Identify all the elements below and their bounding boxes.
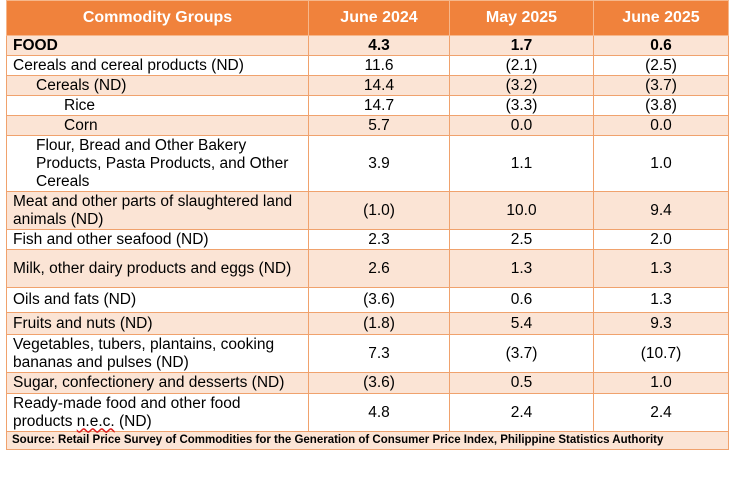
value-june-2025: 9.3 [593,312,729,335]
table-row: Oils and fats (ND) (3.6) 0.6 1.3 [6,287,729,313]
value-june-2025: (2.5) [593,55,729,76]
value-june-2025: (3.7) [593,75,729,96]
value-june-2024: 2.6 [308,249,450,288]
table-row: Vegetables, tubers, plantains, cooking b… [6,334,729,373]
value-june-2024: 3.9 [308,135,450,192]
value-june-2025: 9.4 [593,191,729,230]
table-row: Milk, other dairy products and eggs (ND)… [6,249,729,288]
table-row: Cereals and cereal products (ND) 11.6 (2… [6,55,729,76]
value-june-2024: 5.7 [308,115,450,136]
value-may-2025: 1.1 [449,135,594,192]
row-label: Meat and other parts of slaughtered land… [6,191,309,230]
row-label: Cereals and cereal products (ND) [6,55,309,76]
value-june-2024: 11.6 [308,55,450,76]
row-label: Ready-made food and other food products … [6,393,309,432]
table-row: FOOD 4.3 1.7 0.6 [6,35,729,56]
value-june-2024: 4.3 [308,35,450,56]
value-june-2025: 1.0 [593,372,729,394]
value-june-2025: 1.0 [593,135,729,192]
value-june-2024: 7.3 [308,334,450,373]
row-label: Rice [6,95,309,116]
value-may-2025: 10.0 [449,191,594,230]
value-june-2025: (10.7) [593,334,729,373]
header-june-2025: June 2025 [593,0,729,36]
value-june-2024: 14.7 [308,95,450,116]
row-label-part: Ready-made food and other food products [13,394,241,430]
row-label: Cereals (ND) [6,75,309,96]
table-row: Cereals (ND) 14.4 (3.2) (3.7) [6,75,729,96]
row-label: Milk, other dairy products and eggs (ND) [6,249,309,288]
table-row: Fruits and nuts (ND) (1.8) 5.4 9.3 [6,312,729,335]
value-june-2025: 0.6 [593,35,729,56]
table-header-row: Commodity Groups June 2024 May 2025 June… [6,0,729,36]
value-may-2025: (3.2) [449,75,594,96]
value-june-2025: (3.8) [593,95,729,116]
value-may-2025: 0.6 [449,287,594,313]
value-may-2025: (3.3) [449,95,594,116]
table-row: Sugar, confectionery and desserts (ND) (… [6,372,729,394]
row-label: Vegetables, tubers, plantains, cooking b… [6,334,309,373]
row-label: Fruits and nuts (ND) [6,312,309,335]
table-row: Corn 5.7 0.0 0.0 [6,115,729,136]
table-row: Ready-made food and other food products … [6,393,729,432]
value-june-2025: 2.4 [593,393,729,432]
value-may-2025: 1.7 [449,35,594,56]
row-label: Corn [6,115,309,136]
value-may-2025: 2.5 [449,229,594,250]
header-commodity-groups: Commodity Groups [6,0,309,36]
value-june-2025: 2.0 [593,229,729,250]
table-row: Rice 14.7 (3.3) (3.8) [6,95,729,116]
header-june-2024: June 2024 [308,0,450,36]
value-may-2025: 0.0 [449,115,594,136]
table-row: Flour, Bread and Other Bakery Products, … [6,135,729,192]
value-june-2025: 1.3 [593,287,729,313]
row-label: Flour, Bread and Other Bakery Products, … [6,135,309,192]
value-may-2025: 1.3 [449,249,594,288]
table-row: Fish and other seafood (ND) 2.3 2.5 2.0 [6,229,729,250]
row-label: Sugar, confectionery and desserts (ND) [6,372,309,394]
value-june-2024: 2.3 [308,229,450,250]
value-june-2025: 0.0 [593,115,729,136]
value-june-2024: 14.4 [308,75,450,96]
value-may-2025: 0.5 [449,372,594,394]
row-label: Fish and other seafood (ND) [6,229,309,250]
header-may-2025: May 2025 [449,0,594,36]
value-may-2025: (2.1) [449,55,594,76]
value-june-2024: (1.0) [308,191,450,230]
row-label-suffix: (ND) [114,412,152,430]
table-row: Meat and other parts of slaughtered land… [6,191,729,230]
row-label: Oils and fats (ND) [6,287,309,313]
value-june-2024: (1.8) [308,312,450,335]
value-june-2025: 1.3 [593,249,729,288]
value-may-2025: 2.4 [449,393,594,432]
row-label: FOOD [6,35,309,56]
value-may-2025: (3.7) [449,334,594,373]
source-note: Source: Retail Price Survey of Commoditi… [6,431,729,450]
source-row: Source: Retail Price Survey of Commoditi… [6,431,729,450]
value-june-2024: (3.6) [308,372,450,394]
value-june-2024: 4.8 [308,393,450,432]
value-june-2024: (3.6) [308,287,450,313]
row-label-abbrev: n.e.c. [76,412,115,430]
value-may-2025: 5.4 [449,312,594,335]
commodity-inflation-table: Commodity Groups June 2024 May 2025 June… [6,0,729,450]
